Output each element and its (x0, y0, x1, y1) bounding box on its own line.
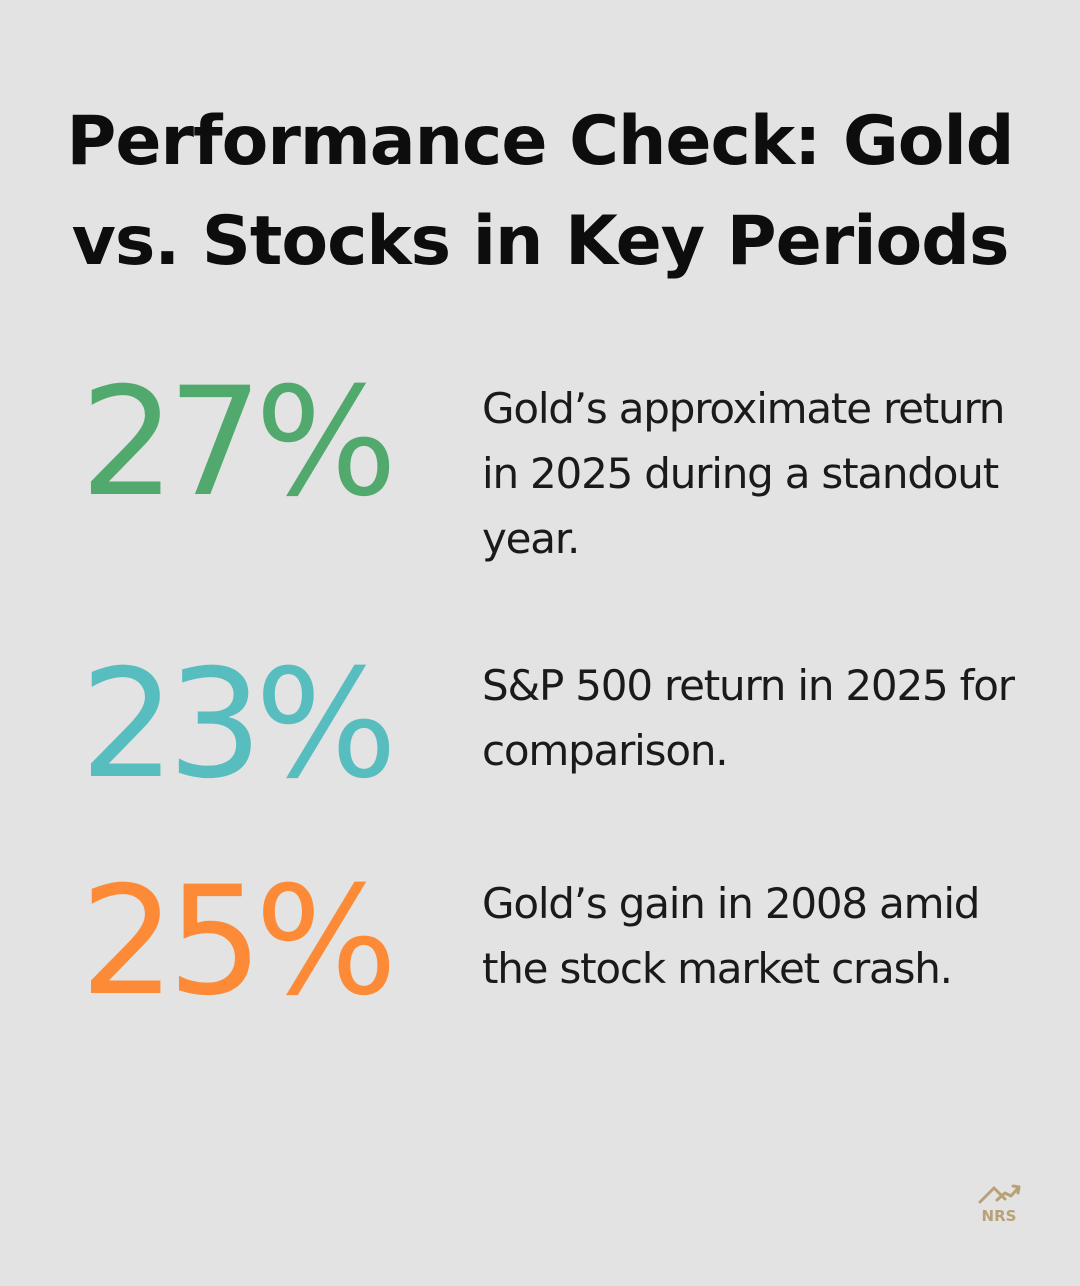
stat-description-gold-2008: Gold’s gain in 2008 amid the stock marke… (482, 879, 980, 993)
stat-value-gold-2025: 27% (80, 356, 397, 530)
stat-value-sp500-2025: 23% (80, 638, 397, 812)
house-chart-icon (978, 1184, 1021, 1204)
stat-description-gold-2025: Gold’s approximate return in 2025 during… (482, 384, 1005, 563)
stat-description-sp500-2025: S&P 500 return in 2025 for comparison. (482, 661, 1015, 775)
logo-text: NRS (982, 1207, 1017, 1225)
page-title: Performance Check: Gold vs. Stocks in Ke… (66, 102, 1015, 281)
stat-value-gold-2008: 25% (80, 855, 397, 1029)
nrs-logo: NRS (978, 1184, 1021, 1225)
